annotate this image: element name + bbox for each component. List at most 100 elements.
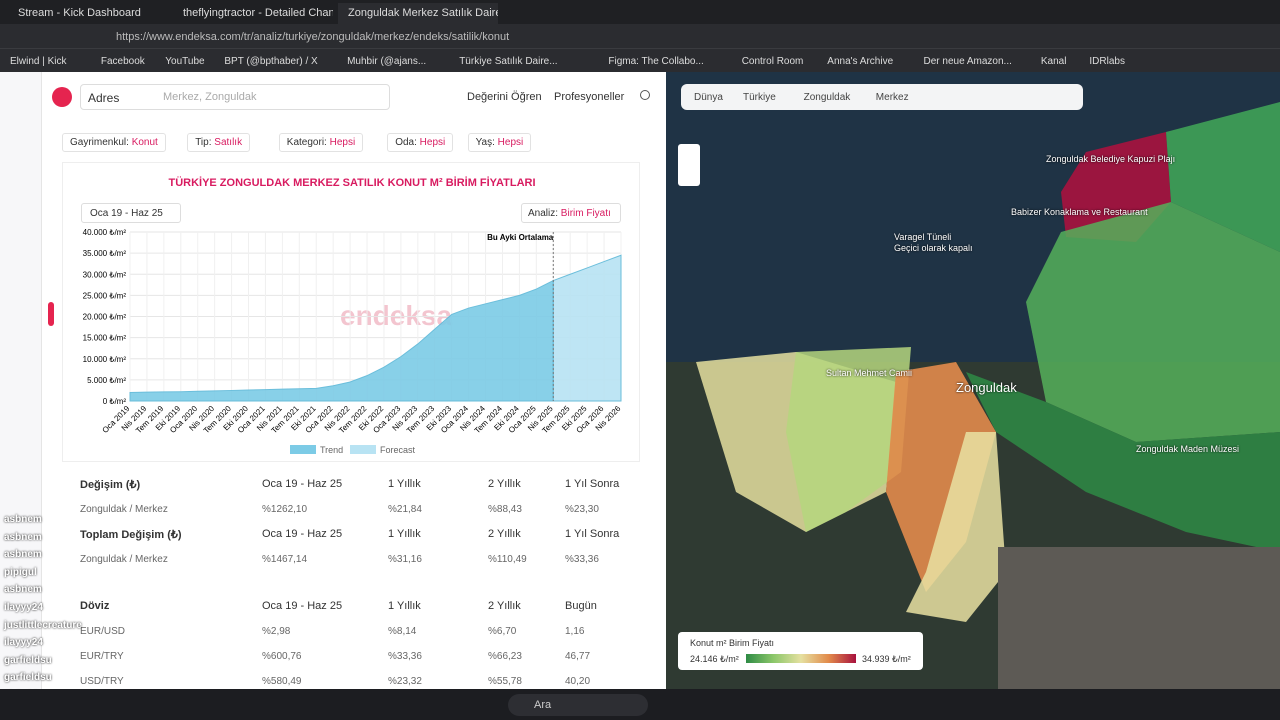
search-input[interactable]: Merkez, Zonguldak: [163, 91, 257, 103]
breadcrumb-item[interactable]: Merkez: [875, 92, 909, 103]
chat-user: asbnem: [4, 549, 42, 561]
table-header: 1 Yıllık: [388, 528, 421, 540]
table-cell: %580,49: [262, 676, 302, 687]
filter[interactable]: Tip: Satılık: [187, 133, 251, 152]
zoom-control[interactable]: [678, 144, 700, 186]
legend-max: 34.939 ₺/m²: [862, 654, 911, 664]
y-tick-label: 25.000 ₺/m²: [83, 291, 127, 300]
language-icon[interactable]: [640, 90, 650, 100]
table-cell: %23,30: [565, 504, 599, 515]
url[interactable]: https://www.endeksa.com/tr/analiz/turkiy…: [116, 31, 510, 43]
table-header: Toplam Değişim (₺): [80, 529, 182, 541]
bookmark[interactable]: Türkiye Satılık Daire...: [459, 56, 558, 67]
table-cell: %110,49: [488, 554, 527, 565]
filter-value: Konut: [131, 137, 158, 148]
search-type[interactable]: Adres: [88, 91, 120, 105]
bookmark[interactable]: BPT (@bpthaber) / X: [224, 56, 318, 67]
y-tick-label: 40.000 ₺/m²: [83, 228, 127, 237]
filter-value: Satılık: [214, 137, 243, 148]
chat-user: justlittlecreature: [4, 619, 82, 631]
breadcrumb-item[interactable]: Türkiye: [743, 92, 776, 103]
tab[interactable]: Stream - Kick Dashboard: [18, 7, 141, 19]
table-header: Değişim (₺): [80, 479, 141, 491]
table-cell: %88,43: [488, 504, 522, 515]
analysis-select[interactable]: Analiz: Birim Fiyatı: [521, 203, 621, 223]
y-tick-label: 5.000 ₺/m²: [87, 376, 126, 385]
legend-label: Forecast: [380, 445, 416, 455]
y-tick-label: 35.000 ₺/m²: [83, 249, 127, 258]
table-cell: %1467,14: [262, 554, 308, 565]
analysis-label: Analiz:: [528, 208, 559, 219]
table-cell: %66,23: [488, 651, 522, 662]
search-box[interactable]: [80, 84, 390, 110]
table-cell: %8,14: [388, 626, 417, 637]
bookmarks-bar: Elwind | Kick Facebook YouTube BPT (@bpthab…: [0, 48, 1280, 72]
place-label: Zonguldak Belediye Kapuzi Plajı: [1046, 154, 1176, 164]
date-range[interactable]: Oca 19 - Haz 25: [81, 203, 181, 223]
bookmark[interactable]: Anna's Archive: [827, 56, 894, 67]
y-tick-label: 20.000 ₺/m²: [83, 313, 127, 322]
table-cell: %2,98: [262, 626, 291, 637]
table-cell: %33,36: [388, 651, 422, 662]
breadcrumb: [681, 84, 1083, 110]
bookmark[interactable]: Elwind | Kick: [10, 56, 67, 67]
chat-user: ilayyy24: [4, 637, 43, 649]
taskbar-search[interactable]: Ara: [508, 694, 648, 716]
legend-label: Trend: [320, 445, 343, 455]
webcam: [998, 547, 1280, 689]
filter-value: Hepsi: [497, 137, 524, 148]
tab[interactable]: theflyingtractor - Detailed Chang: [183, 7, 333, 19]
table-header: Oca 19 - Haz 25: [262, 600, 343, 612]
legend-title: Konut m² Birim Fiyatı: [690, 638, 775, 648]
nav-link[interactable]: Değerini Öğren: [467, 91, 542, 103]
table-header: 2 Yıllık: [488, 478, 521, 490]
y-tick-label: 10.000 ₺/m²: [83, 355, 127, 364]
table-cell: %6,70: [488, 626, 517, 637]
sidebar: [0, 72, 54, 689]
bookmark[interactable]: Der neue Amazon...: [923, 56, 1012, 67]
tab[interactable]: Zonguldak Merkez Satılık Daire...: [338, 3, 498, 24]
table-header: 1 Yıl Sonra: [565, 478, 620, 490]
table-cell: EUR/USD: [80, 626, 126, 637]
filter[interactable]: Kategori: Hepsi: [278, 133, 364, 152]
price-chart: endeksa 0 ₺/m² 5.000 ₺/m² 10.000 ₺/m² 15.000…: [83, 228, 623, 455]
filter-value: Hepsi: [419, 137, 446, 148]
bookmark[interactable]: IDRlabs: [1089, 56, 1125, 67]
place-label: Geçici olarak kapalı: [894, 243, 973, 253]
nav-link[interactable]: Profesyoneller: [554, 91, 625, 103]
bookmark[interactable]: Control Room: [741, 56, 804, 67]
table-header: 1 Yıllık: [388, 478, 421, 490]
bookmark[interactable]: Kanal: [1040, 56, 1067, 67]
chat-user: asbnem: [4, 514, 42, 525]
filter-value: Hepsi: [329, 137, 356, 148]
chat-user: asbnem: [4, 584, 42, 596]
place-label: Zonguldak Maden Müzesi: [1136, 444, 1240, 454]
filter-label: Kategori:: [286, 137, 327, 148]
bookmark[interactable]: Facebook: [100, 56, 145, 67]
breadcrumb-item[interactable]: Zonguldak: [803, 92, 851, 103]
bookmark[interactable]: YouTube: [165, 56, 205, 67]
table-cell: %55,78: [488, 676, 522, 687]
filter[interactable]: Yaş: Hepsi: [467, 133, 532, 152]
table-cell: 1,16: [565, 626, 585, 637]
legend-swatch: [290, 445, 316, 454]
filter[interactable]: Gayrimenkul: Konut: [62, 133, 166, 152]
filter[interactable]: Oda: Hepsi: [387, 133, 454, 152]
map-legend: Konut m² Birim Fiyatı 24.146 ₺/m² 34.939…: [678, 632, 923, 670]
bookmark[interactable]: Muhbir (@ajans...: [347, 56, 427, 67]
map-shapes: [666, 72, 1280, 622]
breadcrumb-item[interactable]: Dünya: [694, 92, 723, 103]
legend-min: 24.146 ₺/m²: [690, 654, 739, 664]
table-cell: %600,76: [262, 651, 302, 662]
bookmark[interactable]: Figma: The Collabo...: [608, 56, 704, 67]
table-cell: USD/TRY: [80, 676, 124, 687]
district: [886, 362, 996, 592]
place-label: Babizer Konaklama ve Restaurant: [1011, 207, 1148, 217]
table-cell: %1262,10: [262, 504, 308, 515]
place-label: Varagel Tüneli: [894, 232, 952, 242]
map[interactable]: Konut m² Birim Fiyatı 24.146 ₺/m² 34.939…: [666, 72, 1280, 689]
annotation: Bu Ayki Ortalama: [487, 233, 554, 242]
logo[interactable]: [52, 87, 72, 107]
filter-label: Oda:: [395, 137, 417, 148]
